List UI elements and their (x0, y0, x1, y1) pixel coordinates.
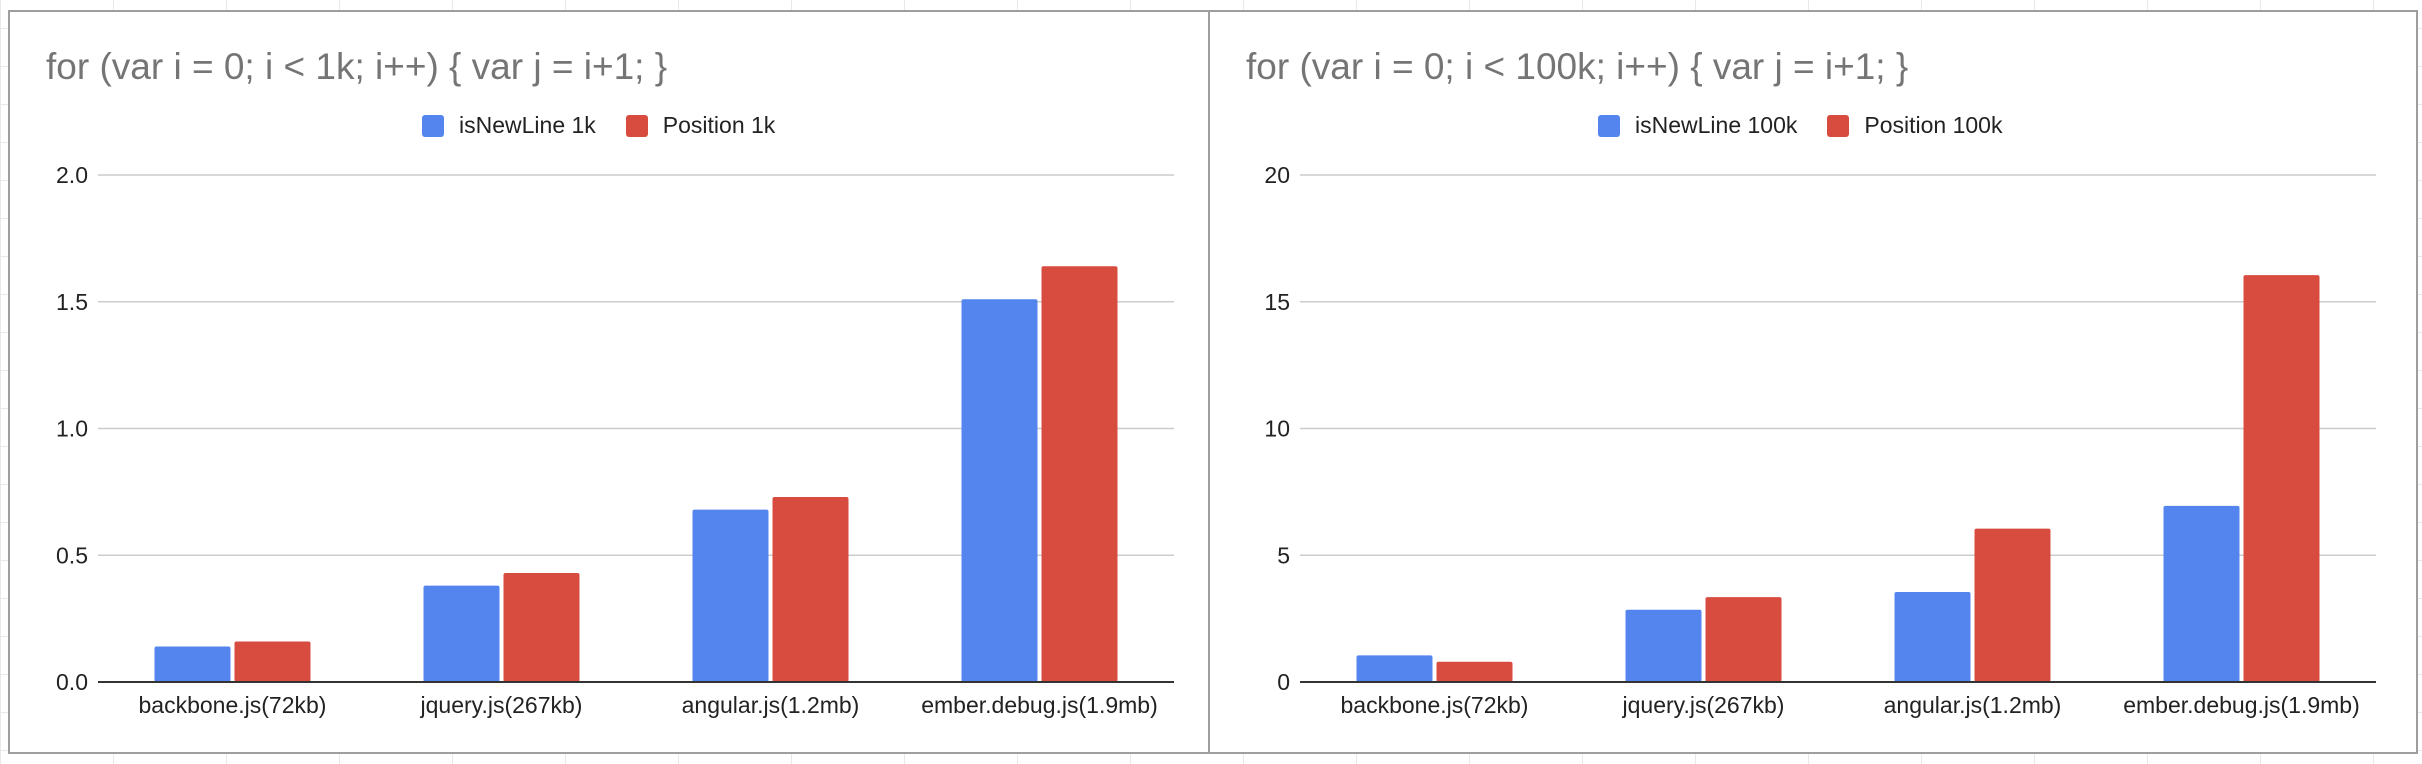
legend-label: Position 1k (662, 112, 776, 138)
y-tick-label: 0.0 (56, 669, 88, 695)
bar-position-100k-3[interactable] (2243, 275, 2320, 682)
x-tick-label: jquery.js(267kb) (420, 692, 583, 718)
x-tick-label: angular.js(1.2mb) (1884, 692, 2062, 718)
y-tick-label: 0.5 (56, 542, 88, 568)
chart-legend: isNewLine 1k Position 1k (422, 112, 775, 139)
legend-label: Position 100k (1864, 112, 2003, 138)
legend-item-series-1: isNewLine 100k (1598, 112, 1797, 139)
x-tick-label: angular.js(1.2mb) (682, 692, 860, 718)
bar-isnewline-100k-3[interactable] (2163, 505, 2240, 682)
bar-position-100k-0[interactable] (1436, 661, 1513, 682)
bar-position-1k-3[interactable] (1041, 266, 1118, 682)
legend-item-series-1: isNewLine 1k (422, 112, 596, 139)
y-tick-label: 5 (1277, 542, 1290, 568)
chart-title: for (var i = 0; i < 1k; i++) { var j = i… (46, 46, 668, 87)
chart-100k[interactable]: for (var i = 0; i < 100k; i++) { var j =… (1208, 10, 2418, 754)
x-tick-label: jquery.js(267kb) (1622, 692, 1785, 718)
chart-title: for (var i = 0; i < 100k; i++) { var j =… (1246, 46, 1909, 87)
legend-swatch-red (1827, 114, 1850, 137)
bar-position-1k-2[interactable] (772, 496, 849, 682)
x-tick-label: backbone.js(72kb) (139, 692, 327, 718)
legend-swatch-red (625, 114, 648, 137)
bar-isnewline-100k-1[interactable] (1625, 609, 1702, 682)
bar-position-1k-1[interactable] (503, 572, 580, 682)
legend-item-series-2: Position 100k (1827, 112, 2002, 139)
y-tick-label: 1.5 (56, 289, 88, 315)
y-tick-label: 1.0 (56, 416, 88, 442)
x-tick-label: ember.debug.js(1.9mb) (2123, 692, 2360, 718)
chart-1k[interactable]: for (var i = 0; i < 1k; i++) { var j = i… (8, 10, 1210, 754)
bar-isnewline-1k-3[interactable] (961, 299, 1038, 682)
y-tick-label: 10 (1264, 416, 1290, 442)
bar-position-1k-0[interactable] (234, 641, 311, 682)
bar-position-100k-1[interactable] (1705, 597, 1782, 682)
y-tick-label: 2.0 (56, 162, 88, 188)
legend-label: isNewLine 1k (459, 112, 596, 138)
bar-position-100k-2[interactable] (1974, 528, 2051, 682)
bar-chart-plot: 0.0 0.5 1.0 1.5 2.0 backbone.js(72kb) jquery.j… (56, 162, 1174, 718)
legend-label: isNewLine 100k (1635, 112, 1798, 138)
legend-swatch-blue (1598, 114, 1620, 137)
bar-isnewline-1k-0[interactable] (154, 646, 231, 682)
x-tick-label: ember.debug.js(1.9mb) (921, 692, 1158, 718)
bar-chart-plot: 0 5 10 15 20 backbone.js(72kb) jquery.js(267kb… (1264, 162, 2376, 718)
bar-isnewline-100k-2[interactable] (1894, 592, 1971, 682)
bar-isnewline-1k-2[interactable] (692, 509, 769, 682)
bar-isnewline-100k-0[interactable] (1356, 655, 1433, 682)
legend-item-series-2: Position 1k (625, 112, 776, 139)
bar-isnewline-1k-1[interactable] (423, 585, 500, 682)
chart-legend: isNewLine 100k Position 100k (1598, 112, 2002, 139)
x-tick-label: backbone.js(72kb) (1341, 692, 1529, 718)
y-tick-label: 0 (1277, 669, 1290, 695)
y-tick-label: 15 (1264, 289, 1290, 315)
y-tick-label: 20 (1264, 162, 1290, 188)
legend-swatch-blue (422, 114, 444, 137)
